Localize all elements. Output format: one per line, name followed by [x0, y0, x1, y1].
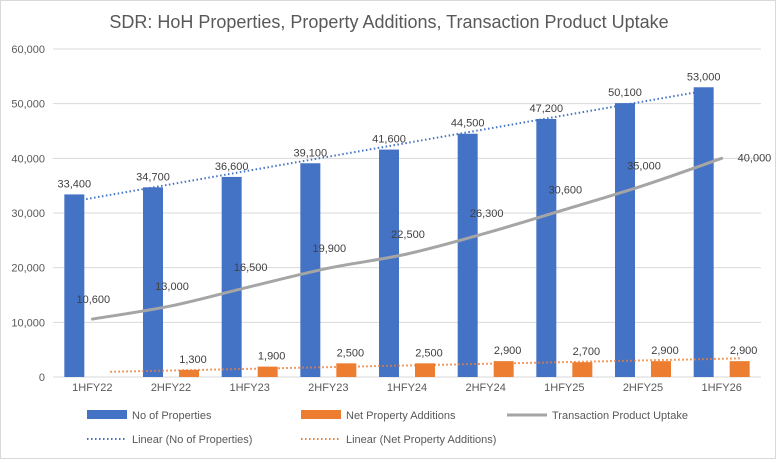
trendline-net-property-additions: [110, 357, 740, 373]
x-tick-label: 2HFY22: [151, 382, 191, 394]
data-label-no-of-properties: 34,700: [136, 171, 170, 183]
y-axis-ticks: 0 10,000 20,000 30,000 40,000 50,000 60,000: [11, 44, 45, 384]
data-label-transaction-product-uptake: 26,300: [470, 208, 504, 220]
bar-no-of-properties: [379, 149, 399, 377]
gridlines: [53, 48, 761, 378]
bar-no-of-properties: [457, 133, 478, 377]
bar-net-property-additions: [415, 363, 435, 377]
x-tick-label: 2HFY23: [308, 382, 348, 394]
data-label-net-property-additions: 2,900: [651, 345, 679, 357]
legend: No of Properties Net Property Additions Tr…: [87, 410, 688, 446]
legend-label-no-of-properties: No of Properties: [132, 410, 212, 422]
bar-net-property-additions: [493, 361, 514, 377]
data-label-no-of-properties: 36,600: [215, 161, 249, 173]
bar-no-of-properties: [693, 87, 714, 378]
x-tick-label: 2HFY24: [465, 382, 505, 394]
y-tick-label: 10,000: [11, 317, 45, 329]
data-label-net-property-additions: 1,900: [258, 351, 286, 363]
legend-label-transaction-product-uptake: Transaction Product Uptake: [552, 410, 688, 422]
data-label-no-of-properties: 53,000: [687, 71, 721, 83]
data-label-transaction-product-uptake: 40,000: [738, 152, 772, 164]
bars: [64, 87, 750, 378]
y-tick-label: 20,000: [11, 263, 45, 275]
trendline-no-of-properties: [74, 89, 704, 203]
data-label-no-of-properties: 50,100: [608, 87, 642, 99]
bar-no-of-properties: [221, 176, 242, 377]
data-label-transaction-product-uptake: 30,600: [549, 185, 583, 197]
bar-net-property-additions: [651, 361, 671, 377]
bar-net-property-additions: [729, 361, 750, 377]
data-label-net-property-additions: 2,500: [337, 347, 365, 359]
data-label-net-property-additions: 2,900: [494, 345, 522, 357]
data-label-net-property-additions: 2,700: [573, 346, 601, 358]
legend-swatch-net-property-additions: [301, 410, 341, 419]
legend-swatch-no-of-properties: [87, 410, 127, 419]
data-label-net-property-additions: 1,300: [179, 354, 207, 366]
data-label-transaction-product-uptake: 35,000: [627, 161, 661, 173]
data-label-transaction-product-uptake: 10,600: [77, 294, 111, 306]
x-tick-label: 1HFY25: [544, 382, 584, 394]
x-tick-label: 1HFY23: [229, 382, 269, 394]
line-transaction-product-uptake: [90, 156, 724, 321]
y-tick-label: 40,000: [11, 153, 45, 165]
bar-no-of-properties: [300, 163, 321, 377]
bar-net-property-additions: [179, 369, 199, 377]
legend-label-net-property-additions: Net Property Additions: [346, 410, 456, 422]
x-tick-label: 2HFY25: [623, 382, 663, 394]
data-label-no-of-properties: 33,400: [58, 178, 92, 190]
data-label-transaction-product-uptake: 19,900: [313, 243, 347, 255]
y-tick-label: 50,000: [11, 99, 45, 111]
bar-net-property-additions: [257, 366, 278, 377]
data-label-no-of-properties: 44,500: [451, 118, 485, 130]
y-tick-label: 0: [39, 372, 45, 384]
bar-net-property-additions: [572, 362, 593, 377]
legend-label-linear-net-property-additions: Linear (Net Property Additions): [346, 434, 496, 446]
data-label-net-property-additions: 2,900: [730, 345, 758, 357]
bar-no-of-properties: [615, 103, 635, 378]
bar-net-property-additions: [336, 363, 357, 377]
data-labels: 33,400 34,700 36,600 39,100 41,600 44,500 47,2…: [58, 71, 772, 366]
legend-label-linear-no-of-properties: Linear (No of Properties): [132, 434, 252, 446]
data-label-no-of-properties: 47,200: [530, 103, 564, 115]
y-tick-label: 30,000: [11, 208, 45, 220]
x-tick-label: 1HFY24: [387, 382, 427, 394]
data-label-transaction-product-uptake: 13,000: [155, 281, 189, 293]
bar-no-of-properties: [143, 187, 163, 377]
data-label-no-of-properties: 39,100: [294, 147, 328, 159]
bar-no-of-properties: [536, 118, 557, 378]
x-tick-label: 1HFY26: [701, 382, 741, 394]
chart-title: SDR: HoH Properties, Property Additions,…: [109, 12, 668, 32]
x-tick-label: 1HFY22: [72, 382, 112, 394]
data-label-transaction-product-uptake: 16,500: [234, 262, 268, 274]
data-label-no-of-properties: 41,600: [372, 134, 406, 146]
data-label-transaction-product-uptake: 22,500: [391, 229, 425, 241]
lines: [74, 89, 740, 373]
x-axis-ticks: 1HFY22 2HFY22 1HFY23 2HFY23 1HFY24 2HFY24 1HFY…: [72, 382, 742, 394]
data-label-net-property-additions: 2,500: [415, 347, 443, 359]
bar-no-of-properties: [64, 194, 85, 377]
y-tick-label: 60,000: [11, 44, 45, 56]
